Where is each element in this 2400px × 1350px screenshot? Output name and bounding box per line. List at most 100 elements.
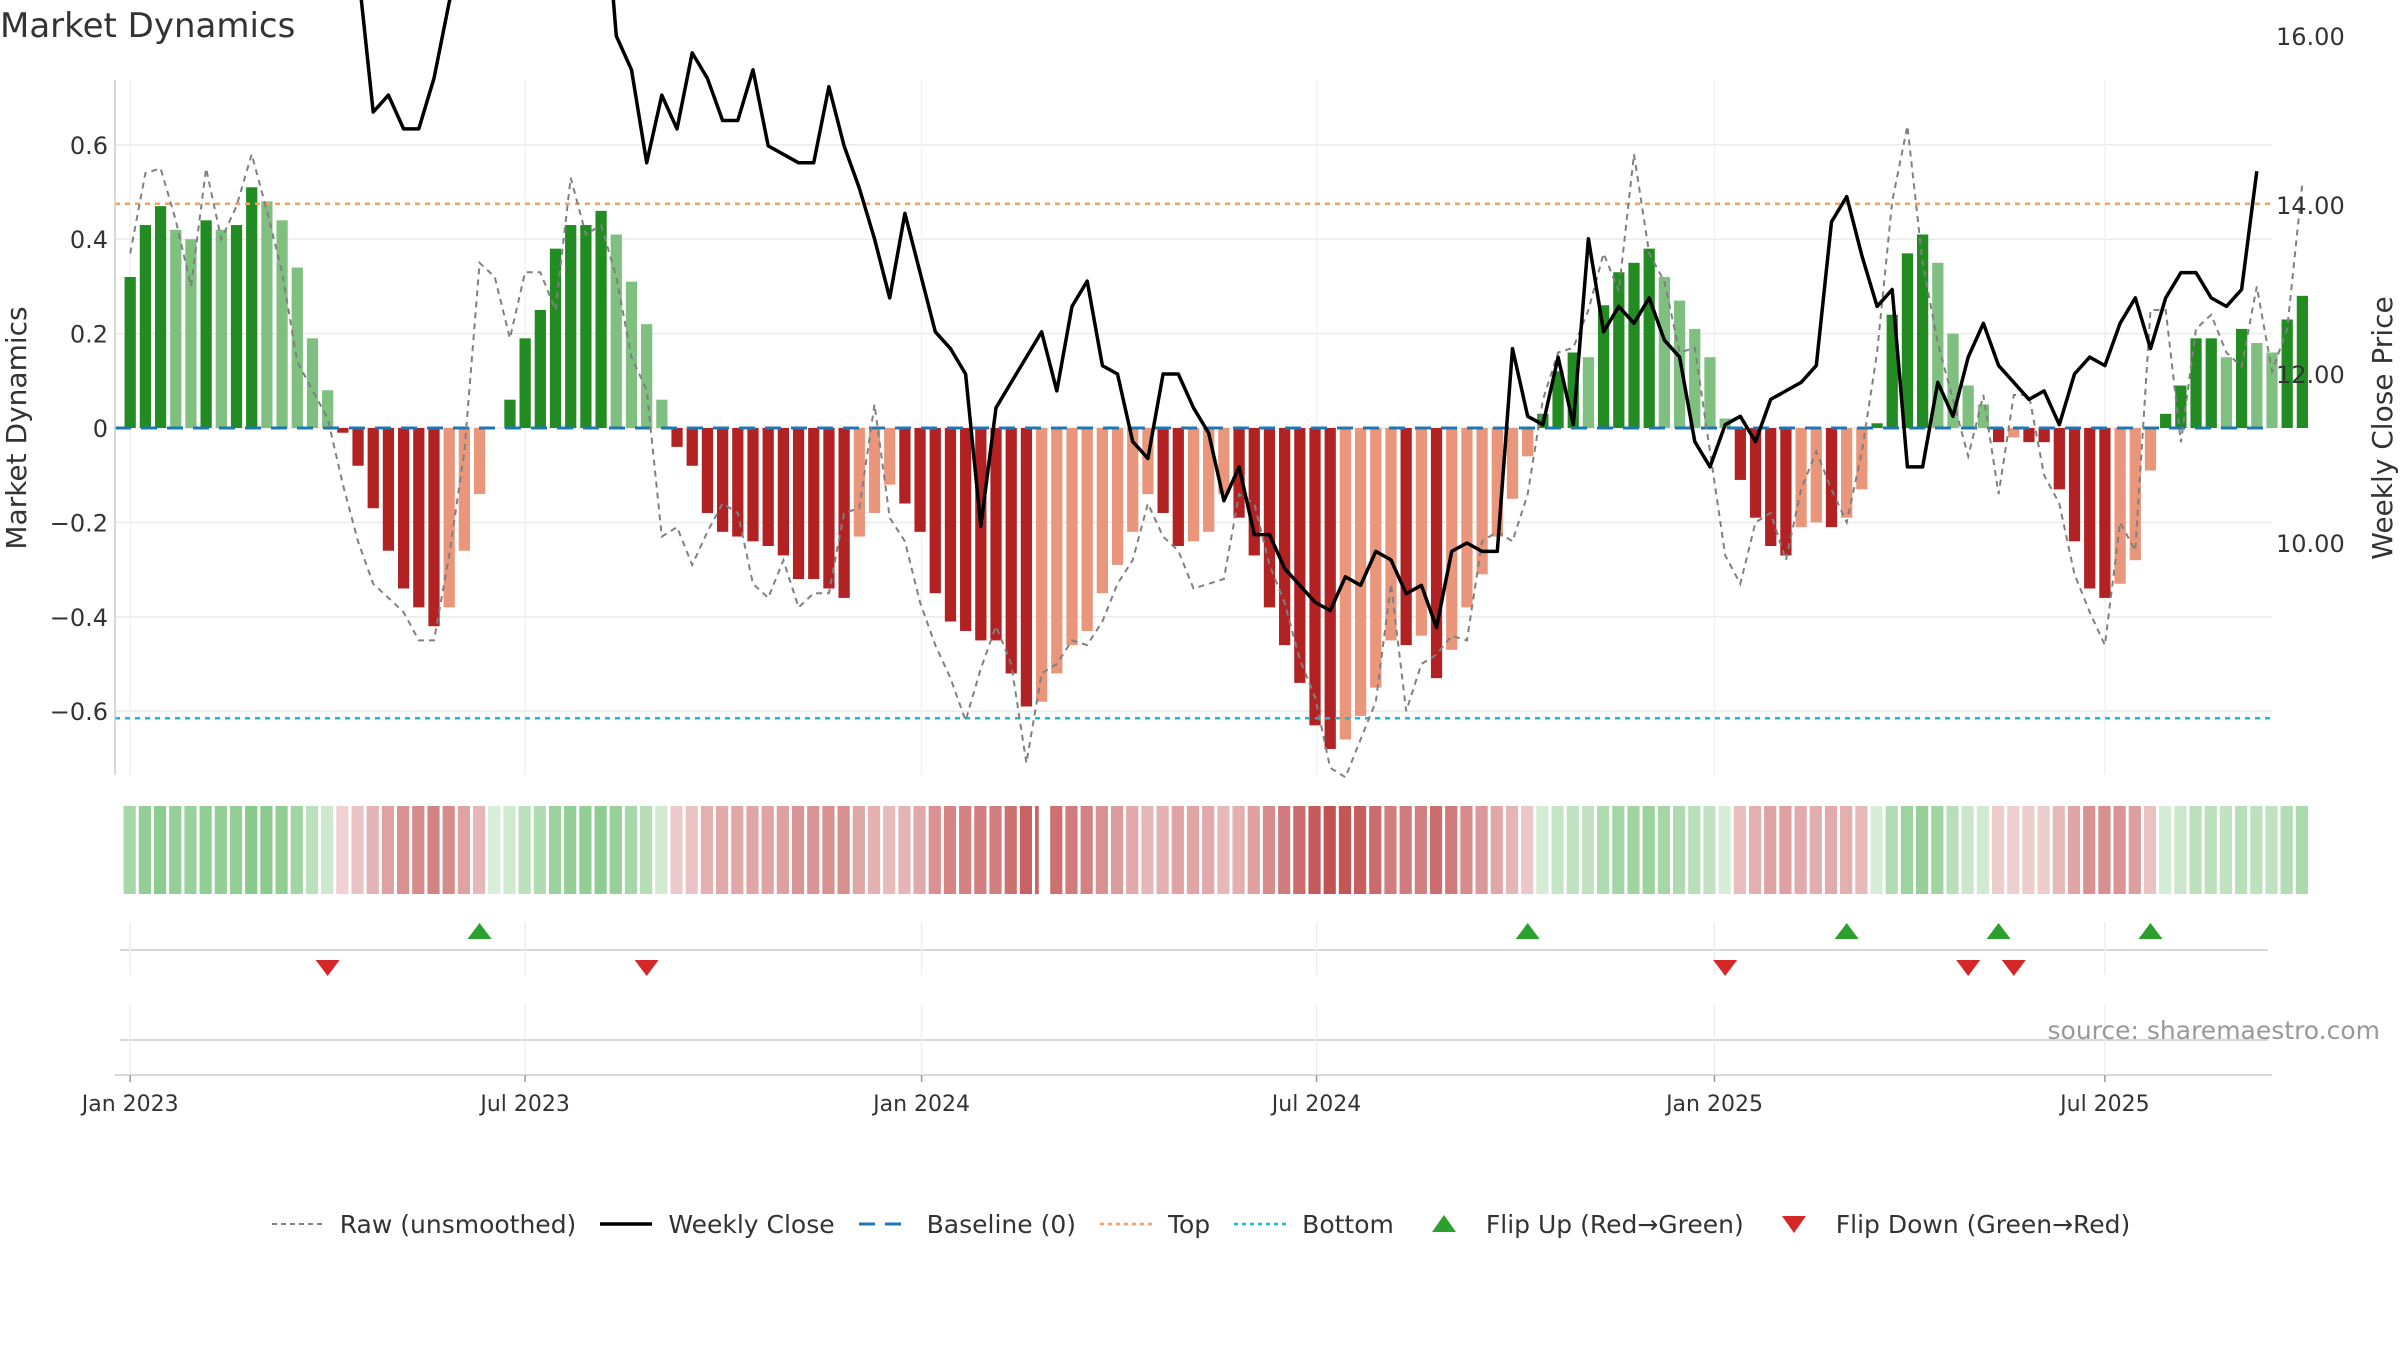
flip-up-marker xyxy=(2138,923,2163,939)
regime-strip-cell xyxy=(1323,806,1336,894)
regime-strip-cell xyxy=(1946,806,1959,894)
regime-strip-cell xyxy=(2067,806,2081,894)
flip-down-marker xyxy=(1713,960,1738,976)
dynamics-bar xyxy=(1051,428,1063,674)
regime-strip-cell xyxy=(1126,806,1139,894)
dynamics-bar xyxy=(884,428,896,485)
regime-strip-cell xyxy=(1171,806,1184,894)
legend-item-raw: Raw (unsmoothed) xyxy=(270,1210,576,1239)
regime-strip-cell xyxy=(1597,806,1610,894)
dynamics-bar xyxy=(808,428,820,580)
dynamics-bar xyxy=(1370,428,1382,688)
dynamics-bar xyxy=(246,187,258,428)
regime-strip-cell xyxy=(1293,806,1306,894)
dynamics-bar xyxy=(382,428,395,551)
regime-strip-cell xyxy=(1916,806,1929,894)
regime-strip-cell xyxy=(397,806,410,894)
flip-up-marker xyxy=(1986,923,2011,939)
dynamics-bar xyxy=(1582,357,1595,428)
regime-strip-cell xyxy=(1809,806,1822,894)
regime-strip-cell xyxy=(336,806,349,894)
regime-strip-cell xyxy=(366,806,379,894)
dynamics-bar xyxy=(2099,428,2111,598)
dynamics-bar xyxy=(2175,385,2187,428)
dynamics-bar xyxy=(1901,253,1914,428)
dynamics-bar xyxy=(1066,428,1078,646)
regime-strip-cell xyxy=(1581,806,1595,894)
dynamics-bar xyxy=(1567,352,1579,428)
dynamics-bar xyxy=(1506,428,1519,499)
dynamics-bar xyxy=(1628,262,1640,428)
regime-strip-cell xyxy=(624,806,638,894)
regime-strip-cell xyxy=(1657,806,1670,894)
regime-strip-cell xyxy=(852,806,865,894)
regime-strip-cell xyxy=(153,806,167,894)
regime-strip-cell xyxy=(2113,806,2126,894)
dynamics-bar xyxy=(1795,428,1807,528)
dynamics-bar xyxy=(2251,343,2263,428)
dynamics-bar xyxy=(610,234,622,428)
regime-strip-cell xyxy=(1521,806,1534,894)
legend-swatch-close xyxy=(600,1222,653,1226)
regime-strip-cell xyxy=(898,806,911,894)
flip-markers-panel xyxy=(120,922,2268,976)
legend-label-flip-down: Flip Down (Green→Red) xyxy=(1835,1209,2131,1239)
dynamics-bar xyxy=(2114,428,2126,584)
dynamics-bar xyxy=(1841,428,1853,518)
dynamics-bar xyxy=(899,428,911,504)
regime-strip-cell xyxy=(1976,806,1989,894)
dynamics-bar xyxy=(337,428,349,433)
flip-up-marker xyxy=(1515,923,1540,939)
flip-down-marker xyxy=(2001,960,2026,976)
regime-strip-cell xyxy=(1627,806,1640,894)
regime-strip-cell xyxy=(1338,806,1351,894)
regime-strip-cell xyxy=(472,806,486,894)
dynamics-bar xyxy=(1962,385,1974,428)
regime-strip-cell xyxy=(2235,806,2248,894)
dynamics-bar xyxy=(1734,428,1746,480)
regime-strip-cell xyxy=(275,806,288,894)
dynamics-bar xyxy=(185,239,197,428)
dynamics-bar xyxy=(1248,428,1260,556)
x-tick-label: Jan 2024 xyxy=(871,1092,970,1117)
flip-down-marker xyxy=(315,960,340,976)
dynamics-bar xyxy=(762,428,774,546)
regime-strip-cell xyxy=(1429,806,1443,894)
regime-strip-cell xyxy=(1779,806,1792,894)
dynamics-bar xyxy=(458,428,470,551)
dynamics-bar xyxy=(519,338,531,428)
regime-strip-cell xyxy=(609,806,622,894)
dynamics-bar xyxy=(1279,428,1291,646)
regime-strip-cell xyxy=(488,806,501,894)
regime-strip-cell xyxy=(913,806,926,894)
dynamics-bar xyxy=(1035,428,1048,702)
dynamics-bar xyxy=(1172,428,1184,546)
regime-strip-cell xyxy=(2219,806,2233,894)
dynamics-bar xyxy=(732,428,744,537)
regime-strip-cell xyxy=(564,806,577,894)
dynamics-bar xyxy=(975,428,987,641)
dynamics-bar xyxy=(686,428,698,466)
dynamics-bar xyxy=(1992,428,2005,443)
regime-strip-cell xyxy=(2295,806,2308,894)
regime-strip-cell xyxy=(518,806,531,894)
dynamics-bar xyxy=(1491,428,1503,537)
regime-strip-cell xyxy=(883,806,896,894)
regime-strip-cell xyxy=(655,806,668,894)
dynamics-bar xyxy=(2266,352,2278,428)
reference-lines xyxy=(115,202,2272,720)
x-tick-label: Jul 2024 xyxy=(1270,1092,1362,1117)
dynamics-bars xyxy=(124,187,2309,749)
dynamics-bar xyxy=(428,428,440,627)
dynamics-bar xyxy=(473,428,486,495)
regime-strip-cell xyxy=(2098,806,2111,894)
dynamics-bar xyxy=(1309,428,1321,726)
regime-strip-cell xyxy=(1840,806,1853,894)
dynamics-bar xyxy=(1522,428,1534,457)
regime-strip-cell xyxy=(1475,806,1488,894)
legend-label-baseline: Baseline (0) xyxy=(926,1209,1076,1239)
regime-strip-cell xyxy=(579,806,592,894)
dynamics-bar xyxy=(1932,262,1944,428)
dynamics-bar xyxy=(1400,428,1412,646)
regime-strip-cell xyxy=(2052,806,2065,894)
